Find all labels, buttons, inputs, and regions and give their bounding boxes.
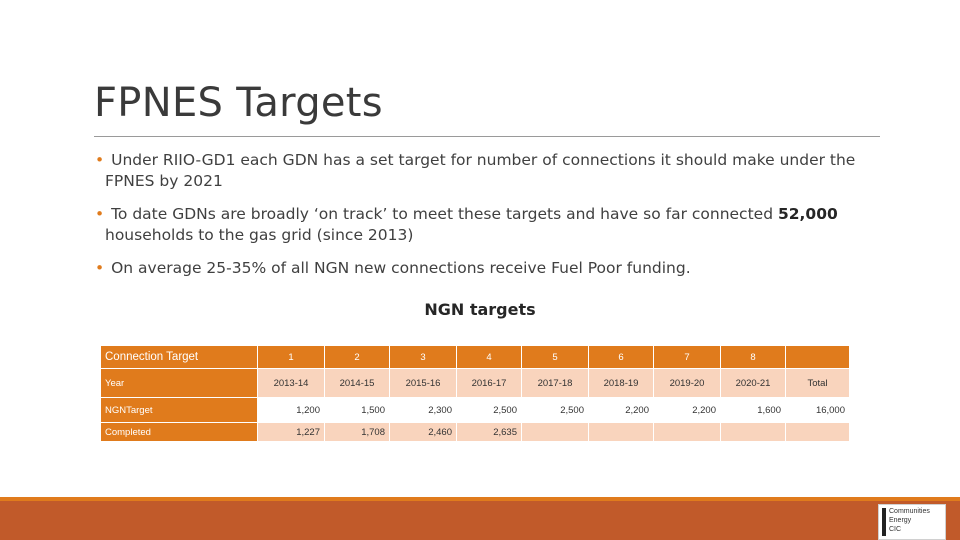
table-row: Completed 1,227 1,708 2,460 2,635 [100,422,850,442]
table-cell: Connection Target [100,345,258,369]
bullet-text: Under RIIO-GD1 each GDN has a set target… [111,151,856,169]
bullet-dot-icon: • [95,205,105,223]
table-cell: 2,460 [389,422,457,442]
bullet-text: To date GDNs are broadly ‘on track’ to m… [111,205,778,223]
logo-line: Communities [889,508,930,515]
table-cell: 3 [389,345,457,369]
table-cell: 2017-18 [521,368,589,398]
table-cell: 2018-19 [588,368,654,398]
table-cell: 2019-20 [653,368,721,398]
bullet-item: • Under RIIO-GD1 each GDN has a set targ… [93,150,893,192]
table-cell [785,345,850,369]
logo-line: Energy [889,517,912,524]
bullet-text: On average 25-35% of all NGN new connect… [111,259,691,277]
table-cell: 2020-21 [720,368,786,398]
table-cell: 2015-16 [389,368,457,398]
title-divider [94,136,880,137]
table-cell: 2013-14 [257,368,325,398]
logo-line: CIC [889,526,902,533]
bullet-text-continued: households to the gas grid (since 2013) [105,226,414,244]
table-cell: Total [785,368,850,398]
table-cell: 1,500 [324,397,390,423]
table-cell: NGNTarget [100,397,258,423]
bullet-item: • On average 25-35% of all NGN new conne… [93,258,893,279]
table-cell: 2,500 [521,397,589,423]
table-cell: 2,300 [389,397,457,423]
communities-energy-logo: Communities Energy CIC [878,504,946,540]
table-cell: 2,200 [588,397,654,423]
table-row: NGNTarget 1,200 1,500 2,300 2,500 2,500 … [100,397,850,423]
table-cell: 4 [456,345,522,369]
table-cell [785,422,850,442]
table-cell: Year [100,368,258,398]
table-cell: 2,500 [456,397,522,423]
footer-band [0,501,960,540]
table-cell: 2014-15 [324,368,390,398]
table-cell: 1,200 [257,397,325,423]
table-cell: 2 [324,345,390,369]
table-cell: 2,635 [456,422,522,442]
ngn-targets-table: Connection Target 1 2 3 4 5 6 7 8 Year 2… [100,345,850,442]
bullet-text-continued: FPNES by 2021 [105,172,223,190]
table-cell: 8 [720,345,786,369]
logo-text: Communities Energy CIC [889,507,930,534]
bullet-item: • To date GDNs are broadly ‘on track’ to… [93,204,893,246]
table-cell: 1,708 [324,422,390,442]
table-cell: 5 [521,345,589,369]
bullet-dot-icon: • [95,151,105,169]
bullet-list: • Under RIIO-GD1 each GDN has a set targ… [93,150,893,291]
bullet-highlight: 52,000 [777,205,838,223]
table-cell: 2,200 [653,397,721,423]
table-cell: 1,227 [257,422,325,442]
table-cell: Completed [100,422,258,442]
table-row: Year 2013-14 2014-15 2015-16 2016-17 201… [100,368,850,398]
bullet-dot-icon: • [95,259,105,277]
table-cell: 1 [257,345,325,369]
table-header-row: Connection Target 1 2 3 4 5 6 7 8 [100,345,850,369]
table-cell: 1,600 [720,397,786,423]
table-cell [521,422,589,442]
table-cell: 7 [653,345,721,369]
table-title: NGN targets [424,300,536,319]
table-cell: 6 [588,345,654,369]
table-cell [720,422,786,442]
footer-accent-line [0,497,960,501]
table-cell: 16,000 [785,397,850,423]
table-cell: 2016-17 [456,368,522,398]
logo-bar-icon [882,508,886,536]
slide-title: FPNES Targets [94,80,383,126]
table-cell [588,422,654,442]
table-cell [653,422,721,442]
